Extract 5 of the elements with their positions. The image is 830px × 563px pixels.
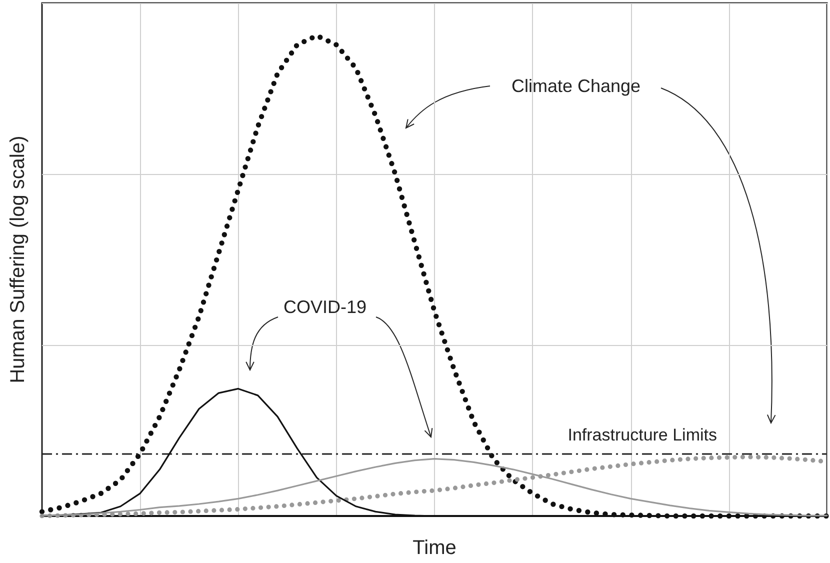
annotation: Climate Change xyxy=(511,76,641,96)
y-axis-title: Human Suffering (log scale) xyxy=(7,136,29,384)
x-axis-title: Time xyxy=(412,537,456,559)
annotation: COVID-19 xyxy=(283,297,367,317)
ref-line-label: Infrastructure Limits xyxy=(568,426,717,445)
